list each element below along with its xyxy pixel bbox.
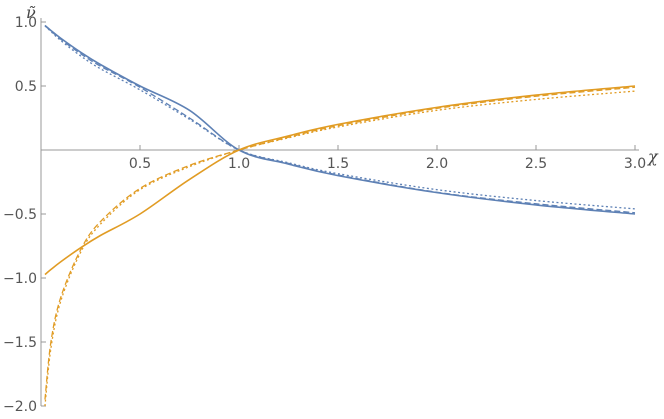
y-tick-label: −1.5 — [3, 335, 37, 351]
x-tick-label: 1.5 — [327, 156, 349, 172]
y-tick-label: −2.0 — [3, 399, 37, 415]
series-line-1 — [44, 25, 636, 214]
series-layer — [44, 24, 636, 407]
series-line-4 — [44, 86, 636, 400]
y-tick-label: 0.5 — [15, 79, 37, 95]
y-tick-label: −0.5 — [3, 207, 37, 223]
x-axis-title: χ — [647, 147, 659, 166]
y-tick-label: 1.0 — [15, 15, 37, 31]
y-axis-title: ν̃ — [26, 3, 36, 22]
ticks: 0.5 1.0 1.5 2.0 2.5 3.0 1.0 0.5 −0.5 −1.0 −1.5 −2.0 — [3, 15, 646, 415]
series-line-5 — [44, 90, 636, 407]
x-tick-label: 3.0 — [624, 156, 646, 172]
series-line-3 — [44, 85, 636, 276]
x-tick-label: 2.0 — [426, 156, 448, 172]
x-tick-label: 0.5 — [129, 156, 151, 172]
x-tick-label: 1.0 — [228, 156, 250, 172]
series-line-2 — [44, 25, 636, 210]
x-tick-label: 2.5 — [525, 156, 547, 172]
axes — [40, 18, 639, 406]
series-line-0 — [44, 24, 636, 215]
y-tick-label: −1.0 — [3, 271, 37, 287]
